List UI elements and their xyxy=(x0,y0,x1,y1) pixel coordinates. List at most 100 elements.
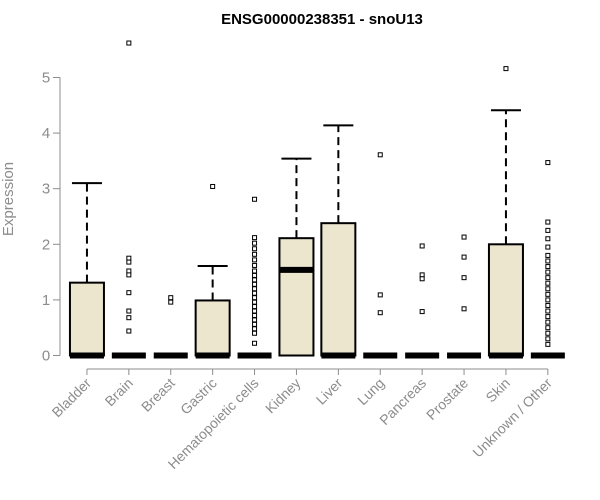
box-rect xyxy=(68,281,105,357)
outlier-point xyxy=(252,240,258,246)
box-rect xyxy=(320,222,357,357)
median-line xyxy=(405,352,440,359)
outlier-point xyxy=(545,308,551,314)
outlier-point xyxy=(545,269,551,275)
outlier-point xyxy=(545,297,551,303)
outlier-point xyxy=(126,259,132,265)
outlier-point xyxy=(252,295,258,301)
outlier-point xyxy=(461,275,467,281)
median-line xyxy=(447,352,482,359)
outlier-point xyxy=(252,340,258,346)
outlier-point xyxy=(168,299,174,305)
outlier-point xyxy=(252,290,258,296)
outlier-point xyxy=(545,258,551,264)
outlier-point xyxy=(545,291,551,297)
x-tick-label: Unknown / Other xyxy=(469,375,555,461)
outlier-point xyxy=(419,276,425,282)
box-hematopoietic-cells xyxy=(237,196,272,359)
box-gastric xyxy=(194,183,231,359)
outlier-point xyxy=(126,328,132,334)
outlier-point xyxy=(252,286,258,292)
median-line xyxy=(363,352,398,359)
y-tick-label: 5 xyxy=(42,70,50,87)
outlier-point xyxy=(545,330,551,336)
outlier-point xyxy=(126,315,132,321)
outlier-point xyxy=(252,326,258,332)
outlier-point xyxy=(252,317,258,323)
outlier-point xyxy=(252,308,258,314)
outlier-point xyxy=(545,219,551,225)
x-tick-label: Skin xyxy=(483,375,514,406)
y-tick-label: 1 xyxy=(42,292,50,309)
median-line xyxy=(111,352,146,359)
x-tick-label: Brain xyxy=(102,375,136,409)
outlier-point xyxy=(252,246,258,252)
outlier-point xyxy=(545,280,551,286)
box-liver xyxy=(320,124,357,359)
outlier-point xyxy=(545,264,551,270)
outlier-point xyxy=(545,160,551,166)
outlier-point xyxy=(252,321,258,327)
outlier-point xyxy=(252,262,258,268)
median-line xyxy=(530,352,565,359)
box-pancreas xyxy=(405,243,440,359)
outlier-point xyxy=(545,336,551,342)
outlier-point xyxy=(126,40,132,46)
outlier-point xyxy=(545,341,551,347)
outlier-point xyxy=(252,272,258,278)
y-tick-label: 0 xyxy=(42,348,50,365)
box-rect xyxy=(487,243,524,357)
y-axis-label: Expression xyxy=(0,162,17,236)
x-tick-label: Pancreas xyxy=(376,375,429,428)
outlier-point xyxy=(377,292,383,298)
outlier-point xyxy=(252,299,258,305)
outlier-point xyxy=(545,236,551,242)
outlier-point xyxy=(545,275,551,281)
box-skin xyxy=(487,66,524,359)
outlier-point xyxy=(252,196,258,202)
outlier-point xyxy=(126,290,132,296)
outlier-point xyxy=(545,302,551,308)
median-line xyxy=(237,352,272,359)
y-tick-label: 4 xyxy=(42,125,50,142)
outlier-point xyxy=(461,254,467,260)
outlier-point xyxy=(252,257,258,263)
median-line xyxy=(279,266,314,273)
chart-title: ENSG00000238351 - snoU13 xyxy=(221,11,423,28)
outlier-point xyxy=(126,272,132,278)
outlier-point xyxy=(545,314,551,320)
x-tick-label: Bladder xyxy=(49,375,95,421)
median-line xyxy=(195,352,230,359)
median-line xyxy=(488,352,523,359)
box-prostate xyxy=(447,234,482,359)
median-line xyxy=(153,352,188,359)
y-tick-label: 2 xyxy=(42,236,50,253)
outlier-point xyxy=(252,304,258,310)
outlier-point xyxy=(126,308,132,314)
outlier-point xyxy=(252,281,258,287)
outlier-point xyxy=(545,244,551,250)
outlier-point xyxy=(545,227,551,233)
box-brain xyxy=(111,40,146,359)
outlier-point xyxy=(252,312,258,318)
outlier-point xyxy=(545,286,551,292)
outlier-point xyxy=(545,325,551,331)
box-rect xyxy=(278,237,315,357)
outlier-point xyxy=(419,309,425,315)
outlier-point xyxy=(252,235,258,241)
outlier-point xyxy=(461,306,467,312)
box-kidney xyxy=(278,157,315,357)
x-tick-label: Breast xyxy=(138,375,178,415)
outlier-point xyxy=(252,251,258,257)
x-tick-label: Kidney xyxy=(262,375,304,417)
outlier-point xyxy=(545,252,551,258)
outlier-point xyxy=(252,330,258,336)
outlier-point xyxy=(503,66,509,72)
box-lung xyxy=(363,152,398,359)
outlier-point xyxy=(210,183,216,189)
x-tick-label: Prostate xyxy=(423,375,471,423)
box-breast xyxy=(153,295,188,359)
